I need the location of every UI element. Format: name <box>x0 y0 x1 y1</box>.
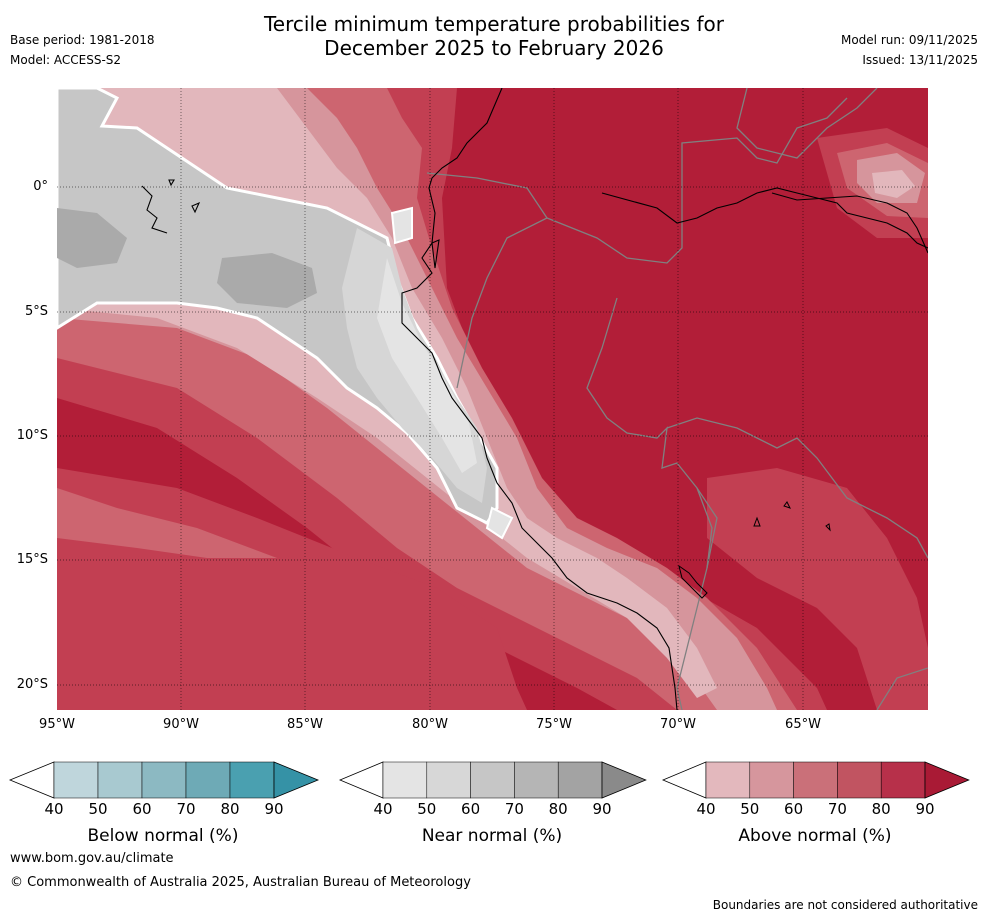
above-segment-60 <box>793 761 838 799</box>
near-tick-40: 40 <box>373 800 393 818</box>
colorbars <box>8 761 970 799</box>
below-segment-80 <box>229 761 275 799</box>
above-segment-50 <box>749 761 794 799</box>
near-tick-60: 60 <box>461 800 481 818</box>
above-tick-50: 50 <box>740 800 760 818</box>
above-high-extend <box>924 761 970 799</box>
above-70-south-tongue <box>57 488 277 558</box>
near-tick-80: 80 <box>548 800 568 818</box>
near-low-extend <box>338 761 384 799</box>
near-tick-50: 50 <box>417 800 437 818</box>
above-tick-60: 60 <box>784 800 804 818</box>
below-tick-50: 50 <box>88 800 108 818</box>
left-metadata: Base period: 1981-2018 Model: ACCESS-S2 <box>10 30 155 70</box>
below-tick-40: 40 <box>44 800 64 818</box>
above-low-extend <box>661 761 707 799</box>
near-segment-50 <box>426 761 471 799</box>
above-tick-40: 40 <box>696 800 716 818</box>
above-tick-90: 90 <box>915 800 935 818</box>
lat-label-10s: 10°S <box>16 428 48 443</box>
lon-label-75w: 75°W <box>536 717 572 732</box>
above-50-northeast <box>872 170 915 198</box>
above-segment-80 <box>880 761 926 799</box>
near-segment-40 <box>382 761 428 799</box>
near-80-west <box>57 208 127 268</box>
below-tick-60: 60 <box>132 800 152 818</box>
below-tick-70: 70 <box>176 800 196 818</box>
base-period: Base period: 1981-2018 <box>10 33 155 47</box>
copyright-text: © Commonwealth of Australia 2025, Austra… <box>10 875 471 890</box>
boundaries-disclaimer: Boundaries are not considered authoritat… <box>712 898 978 912</box>
near-normal-spot-1 <box>485 506 514 540</box>
above-tick-80: 80 <box>871 800 891 818</box>
near-80-region <box>217 253 317 308</box>
near-normal-spot-2 <box>390 206 413 245</box>
lon-label-85w: 85°W <box>287 717 323 732</box>
above-80-bolivia <box>707 468 928 710</box>
colorbar-above <box>661 761 970 799</box>
near-tick-90: 90 <box>592 800 612 818</box>
country-borders <box>426 88 928 710</box>
colorbar-near-label: Near normal (%) <box>421 826 563 846</box>
colorbar-above-label: Above normal (%) <box>738 826 892 846</box>
title-line-1: Tercile minimum temperature probabilitie… <box>263 12 725 36</box>
below-high-extend <box>273 761 320 799</box>
lat-label-20s: 20°S <box>16 677 48 692</box>
below-low-extend <box>8 761 55 799</box>
near-high-extend <box>601 761 647 799</box>
above-segment-70 <box>837 761 882 799</box>
below-segment-40 <box>53 761 99 799</box>
lat-label-0: 0° <box>33 179 48 194</box>
lon-label-80w: 80°W <box>412 717 448 732</box>
lon-label-70w: 70°W <box>660 717 696 732</box>
chart-title: Tercile minimum temperature probabilitie… <box>0 12 988 60</box>
lake-titicaca <box>678 501 831 599</box>
colorbar-below <box>8 761 320 799</box>
colorbar-below-label: Below normal (%) <box>87 826 239 846</box>
below-tick-80: 80 <box>220 800 240 818</box>
model-run: Model run: 09/11/2025 <box>840 33 978 47</box>
website-link[interactable]: www.bom.gov.au/climate <box>10 851 174 866</box>
near-segment-60 <box>470 761 515 799</box>
probability-map <box>57 88 928 710</box>
near-tick-70: 70 <box>504 800 524 818</box>
lat-label-15s: 15°S <box>16 552 48 567</box>
gridlines <box>57 88 928 710</box>
below-segment-60 <box>141 761 187 799</box>
right-metadata: Model run: 09/11/2025 Issued: 13/11/2025 <box>841 30 978 70</box>
title-line-2: December 2025 to February 2026 <box>324 36 664 60</box>
near-segment-70 <box>514 761 559 799</box>
colorbar-near <box>338 761 647 799</box>
below-tick-90: 90 <box>264 800 284 818</box>
lat-label-5s: 5°S <box>24 304 48 319</box>
below-segment-70 <box>185 761 231 799</box>
below-segment-50 <box>97 761 143 799</box>
lon-label-95w: 95°W <box>39 717 75 732</box>
above-segment-40 <box>705 761 751 799</box>
model-name: Model: ACCESS-S2 <box>10 53 122 67</box>
lon-label-65w: 65°W <box>785 717 821 732</box>
above-tick-70: 70 <box>827 800 847 818</box>
issued-date: Issued: 13/11/2025 <box>862 53 978 67</box>
lon-label-90w: 90°W <box>163 717 199 732</box>
near-segment-80 <box>557 761 603 799</box>
